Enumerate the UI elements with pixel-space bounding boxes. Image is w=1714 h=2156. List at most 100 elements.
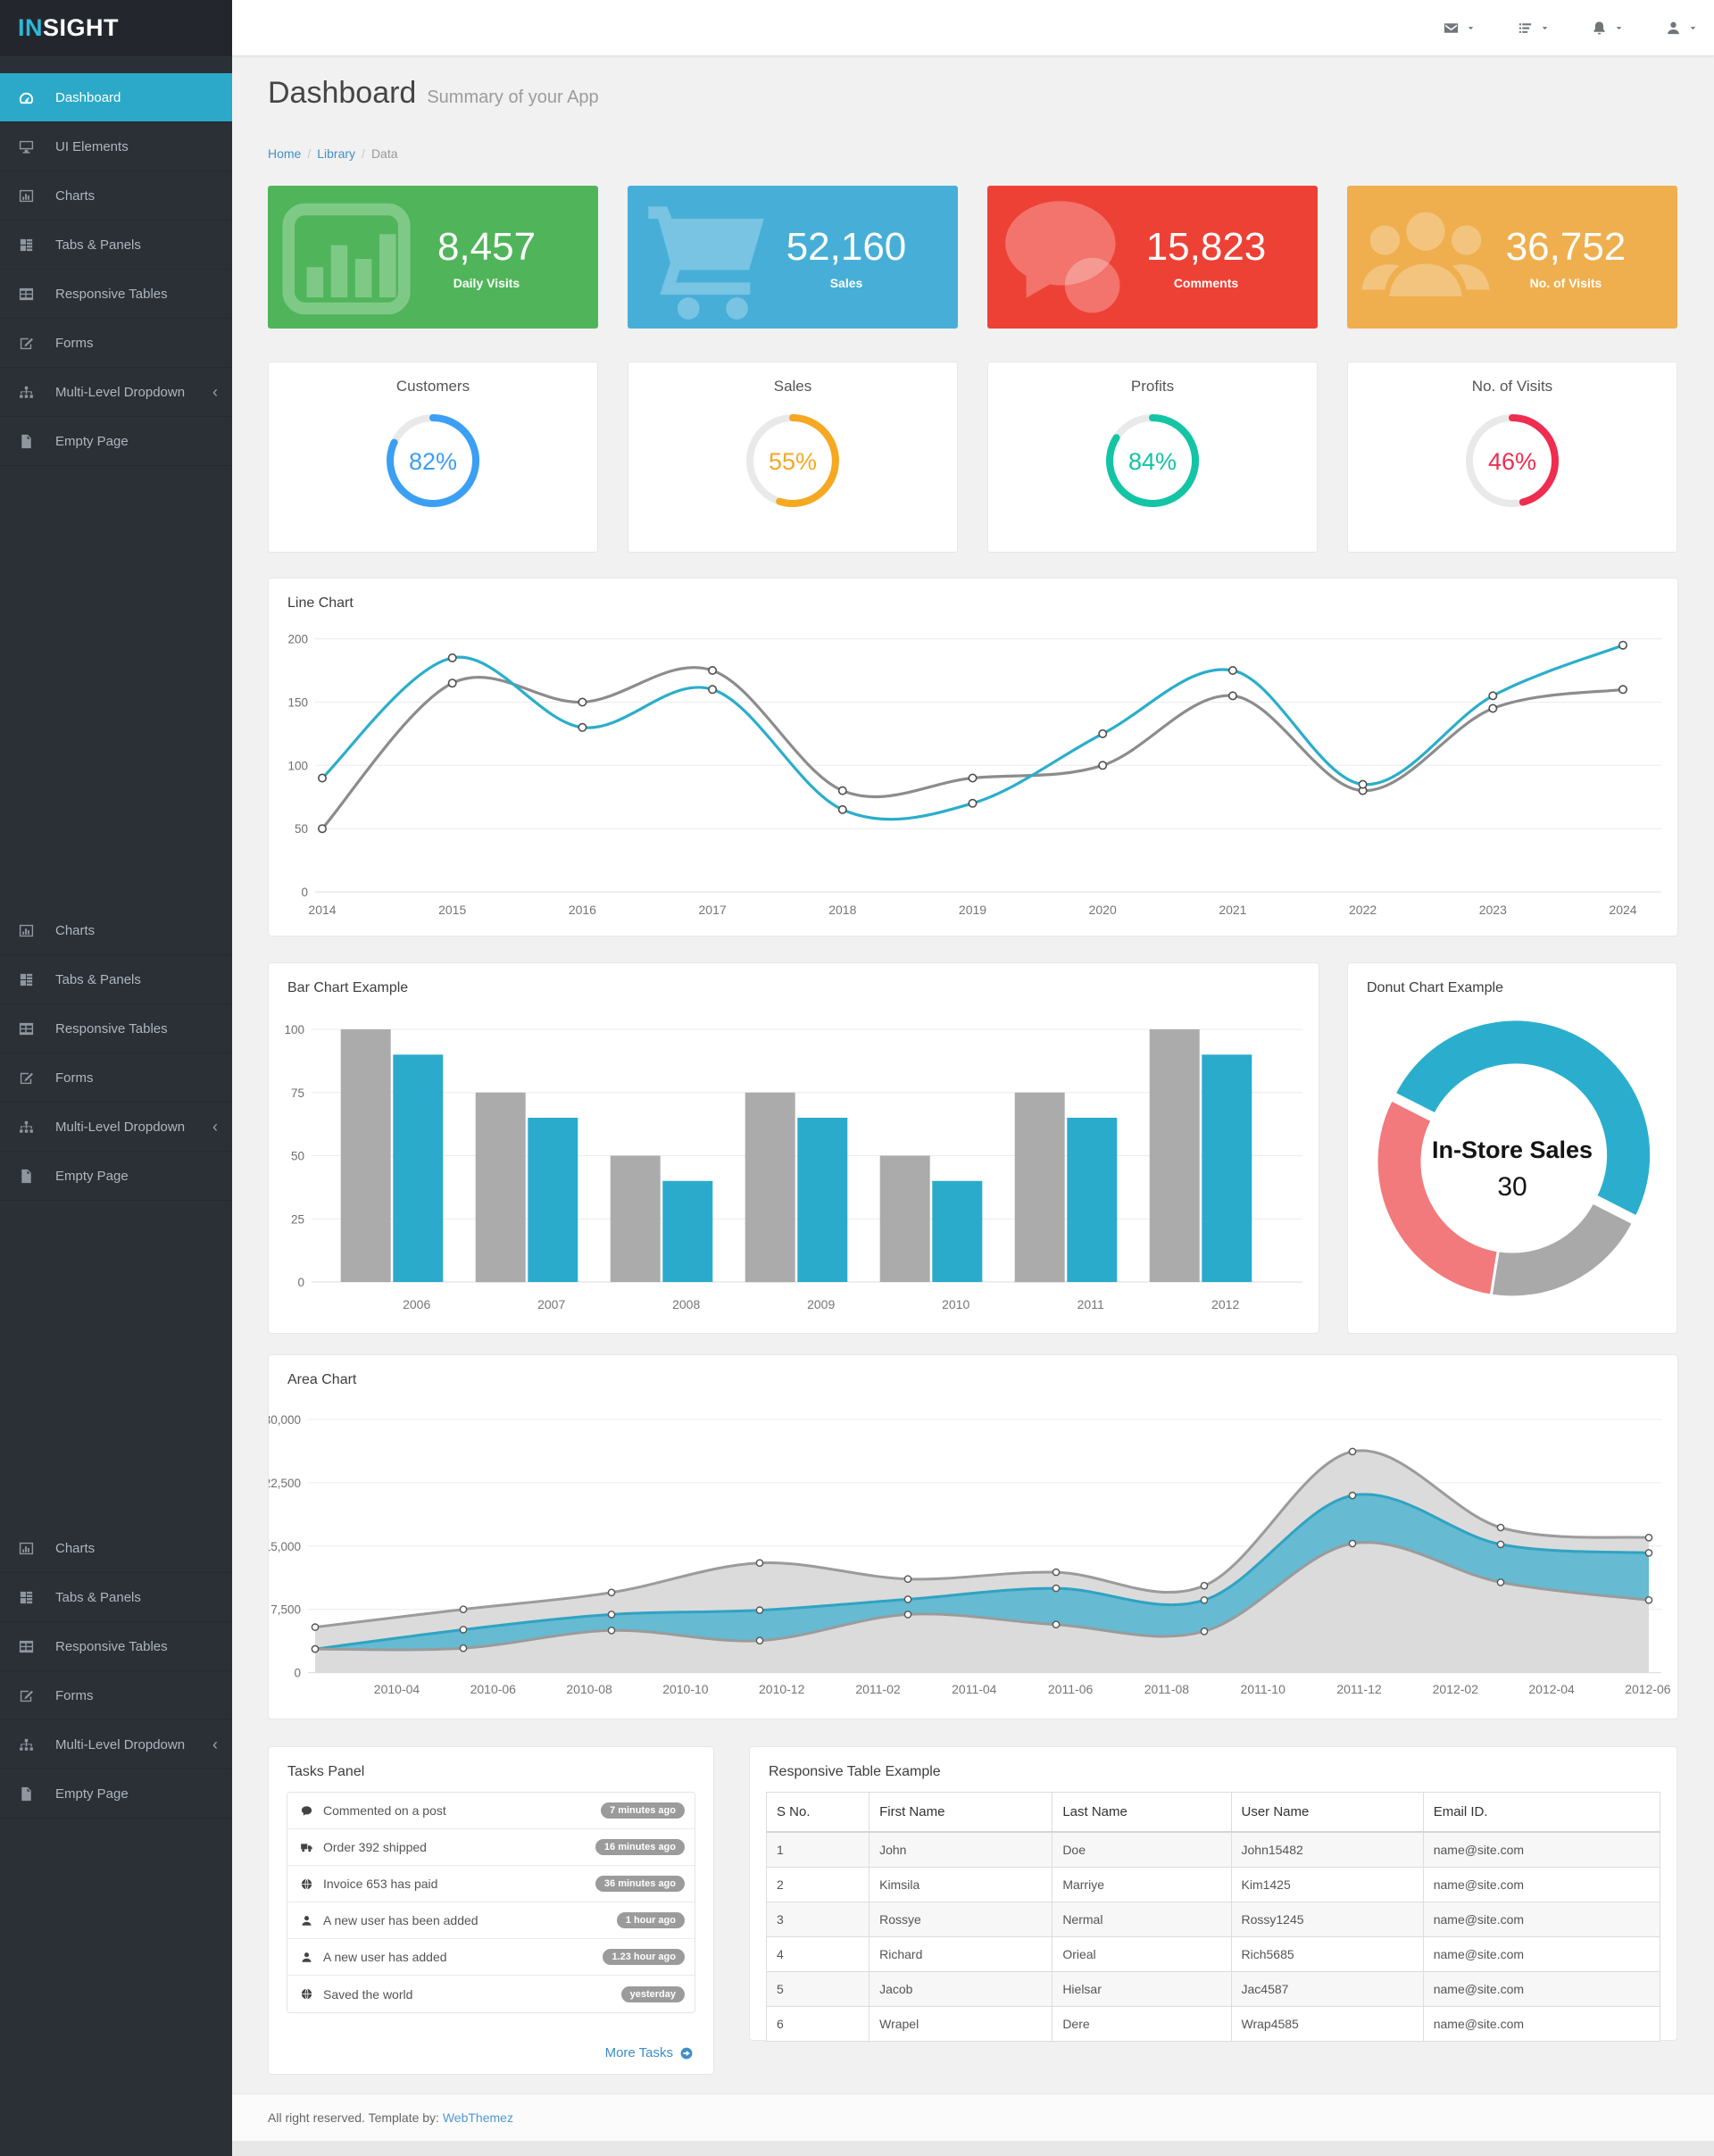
sidebar-item-empty-page[interactable]: Empty Page (0, 1769, 232, 1819)
table-cell: Jacob (869, 1971, 1053, 2007)
sidebar-item-label: Charts (55, 187, 96, 204)
breadcrumb-item-library[interactable]: Library (317, 146, 356, 161)
table-cell: Orieal (1052, 1936, 1232, 1972)
sidebar-item-ui-elements[interactable]: UI Elements (0, 122, 232, 171)
caret-down-icon (1614, 23, 1624, 33)
stat-card-no-of-visits: 36,752 No. of Visits (1347, 186, 1677, 329)
breadcrumb-separator: / (362, 146, 365, 161)
breadcrumb: Home / Library / Data (268, 146, 398, 161)
sidebar-item-empty-page[interactable]: Empty Page (0, 1152, 232, 1201)
breadcrumb-item-data: Data (370, 146, 398, 161)
topbar-tasks-menu[interactable] (1517, 20, 1550, 37)
sidebar-item-label: Multi-Level Dropdown (55, 384, 186, 400)
sidebar-item-multi-level-dropdown[interactable]: Multi-Level Dropdown ‹ (0, 368, 232, 417)
footer-link[interactable]: WebThemez (442, 2110, 513, 2125)
sidebar-item-tabs-panels[interactable]: Tabs & Panels (0, 1573, 232, 1622)
task-item[interactable]: Saved the world yesterday (287, 1976, 695, 2012)
table-cell: name@site.com (1422, 1971, 1661, 2007)
more-tasks-label: More Tasks (604, 2045, 673, 2060)
svg-text:2012-02: 2012-02 (1433, 1682, 1479, 1696)
table-cell: John (869, 1831, 1053, 1868)
sidebar-item-charts[interactable]: Charts (0, 906, 232, 955)
task-item[interactable]: A new user has been added 1 hour ago (287, 1902, 695, 1939)
tasks-panel-title: Tasks Panel (287, 1764, 365, 1779)
svg-text:46%: 46% (1488, 448, 1536, 475)
more-tasks-link[interactable]: More Tasks (605, 2045, 694, 2060)
task-item[interactable]: Invoice 653 has paid 36 minutes ago (287, 1866, 695, 1902)
globe-icon (300, 1877, 313, 1891)
svg-text:2020: 2020 (1089, 903, 1117, 917)
stat-card-body: 15,823 Comments (1094, 186, 1318, 329)
forms-icon (18, 1070, 35, 1086)
column-header: Last Name (1052, 1792, 1232, 1833)
task-item[interactable]: A new user has added 1.23 hour ago (287, 1939, 695, 1976)
stat-cards-row: 8,457 Daily Visits 52,160 Sales 15,823 Commen… (268, 186, 1678, 329)
sidebar-item-label: Forms (55, 1687, 94, 1703)
sidebar-item-charts[interactable]: Charts (0, 1524, 232, 1573)
sidebar-item-label: Empty Page (55, 1168, 129, 1184)
task-time-badge: 16 minutes ago (595, 1839, 685, 1855)
table-cell: 6 (765, 2006, 870, 2042)
brand-logo[interactable]: IN SIGHT (0, 0, 232, 56)
sidebar-item-empty-page[interactable]: Empty Page (0, 417, 232, 466)
table-cell: name@site.com (1422, 1867, 1661, 1902)
stat-card-label: Comments (1173, 275, 1239, 290)
sidebar-item-label: Charts (55, 922, 96, 938)
topbar-account-menu[interactable] (1665, 20, 1698, 37)
table-cell: Rich5685 (1230, 1936, 1424, 1972)
sidebar-item-tabs-panels[interactable]: Tabs & Panels (0, 221, 232, 270)
tabs-icon (18, 1589, 35, 1606)
task-item[interactable]: Order 392 shipped 16 minutes ago (287, 1829, 695, 1866)
forms-icon (18, 1687, 35, 1704)
topbar-messages-menu[interactable] (1443, 20, 1476, 37)
sidebar-item-multi-level-dropdown[interactable]: Multi-Level Dropdown ‹ (0, 1103, 232, 1152)
table-row: 1 John Doe John15482 name@site.com (765, 1831, 1661, 1868)
sidebar-item-forms[interactable]: Forms (0, 1053, 232, 1103)
breadcrumb-item-home[interactable]: Home (268, 146, 302, 161)
sidebar-item-label: Charts (55, 1540, 96, 1556)
gauge-46-percent: 46% (1457, 405, 1568, 516)
table-cell: Rossye (869, 1902, 1053, 1937)
sidebar-item-forms[interactable]: Forms (0, 319, 232, 368)
charts-icon (18, 922, 35, 939)
sidebar-item-charts[interactable]: Charts (0, 171, 232, 221)
dashboard-icon (18, 89, 35, 106)
tabs-icon (18, 971, 35, 988)
table-cell: Wrap4585 (1230, 2006, 1424, 2042)
table-cell: Hielsar (1052, 1971, 1232, 2007)
topbar-notifications-menu[interactable] (1591, 20, 1624, 37)
sidebar-item-label: Responsive Tables (55, 1020, 168, 1036)
table-cell: Dere (1052, 2006, 1232, 2042)
svg-text:30,000: 30,000 (269, 1413, 301, 1427)
page-head: Dashboard Summary of your App (268, 76, 599, 111)
sidebar-item-dashboard[interactable]: Dashboard (0, 73, 232, 122)
table-cell: 2 (765, 1867, 870, 1902)
svg-text:7,500: 7,500 (270, 1603, 301, 1617)
svg-text:2011-02: 2011-02 (855, 1682, 901, 1696)
svg-text:2010-08: 2010-08 (566, 1682, 612, 1696)
sidebar-item-tabs-panels[interactable]: Tabs & Panels (0, 955, 232, 1004)
stat-card-label: Daily Visits (453, 275, 520, 290)
svg-text:82%: 82% (409, 448, 457, 475)
caret-down-icon (1466, 23, 1476, 33)
sidebar-item-multi-level-dropdown[interactable]: Multi-Level Dropdown ‹ (0, 1720, 232, 1769)
bar-chart-panel: Bar Chart Example 0 25 50 75 100 2006 2007 2008… (268, 962, 1319, 1334)
svg-text:2012-06: 2012-06 (1625, 1682, 1671, 1696)
sidebar-item-responsive-tables[interactable]: Responsive Tables (0, 270, 232, 319)
bar-chart: 0 25 50 75 100 2006 2007 2008 2009 2010 2011 2012 (269, 1002, 1320, 1323)
task-text: Order 392 shipped (323, 1840, 427, 1854)
svg-text:2006: 2006 (403, 1297, 430, 1311)
table-cell: name@site.com (1422, 1831, 1661, 1868)
bottom-strip (232, 2141, 1714, 2156)
area-chart: 0 7,500 15,000 22,500 30,000 2010-04 2010-06 20… (269, 1394, 1679, 1715)
statcart-icon (640, 193, 772, 325)
footer: All right reserved. Template by: WebThem… (232, 2094, 1714, 2141)
sidebar-item-forms[interactable]: Forms (0, 1671, 232, 1720)
table-cell: John15482 (1230, 1831, 1424, 1868)
table-row: 5 Jacob Hielsar Jac4587 name@site.com (765, 1971, 1661, 2007)
task-item[interactable]: Commented on a post 7 minutes ago (287, 1793, 695, 1829)
sidebar-item-responsive-tables[interactable]: Responsive Tables (0, 1004, 232, 1053)
area-chart-title: Area Chart (287, 1372, 357, 1387)
svg-text:In-Store Sales: In-Store Sales (1432, 1136, 1593, 1163)
sidebar-item-responsive-tables[interactable]: Responsive Tables (0, 1622, 232, 1671)
